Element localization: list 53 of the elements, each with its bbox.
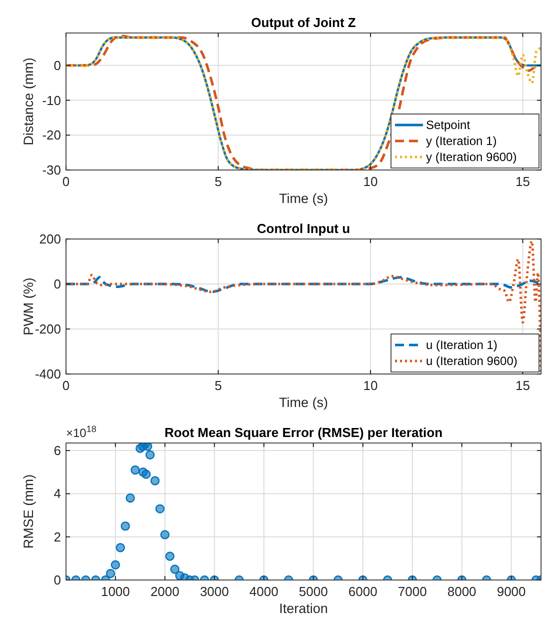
legend-label: u (Iteration 9600) bbox=[426, 354, 518, 368]
x-tick-label: 2000 bbox=[150, 584, 180, 599]
point bbox=[145, 450, 155, 460]
x-tick-label: 5 bbox=[214, 378, 222, 393]
x-tick-label: 10 bbox=[363, 174, 378, 189]
x-axis-title: Time (s) bbox=[279, 191, 328, 206]
y-axis-title: Distance (mm) bbox=[21, 58, 36, 146]
point bbox=[150, 476, 160, 486]
x-tick-label: 5000 bbox=[298, 584, 328, 599]
point bbox=[143, 443, 152, 451]
x-tick-label: 15 bbox=[515, 174, 530, 189]
x-tick-label: 8000 bbox=[447, 584, 476, 599]
y-tick-label: -20 bbox=[42, 128, 61, 143]
x-tick-label: 6000 bbox=[348, 584, 378, 599]
point bbox=[126, 493, 135, 503]
x-axis-title: Time (s) bbox=[279, 395, 328, 410]
x-tick-label: 4000 bbox=[249, 584, 278, 599]
x-tick-label: 7000 bbox=[398, 584, 427, 599]
x-tick-label: 3000 bbox=[200, 584, 229, 599]
point bbox=[160, 530, 170, 540]
text: ×10$^{18}$ bbox=[66, 424, 96, 440]
y-tick-label: 4 bbox=[54, 486, 61, 502]
legend-label: y (Iteration 9600) bbox=[426, 150, 517, 164]
x-tick-label: 1000 bbox=[100, 584, 130, 599]
legend-label: y (Iteration 1) bbox=[426, 134, 497, 148]
y-tick-label: 0 bbox=[54, 276, 61, 292]
x-tick-label: 10 bbox=[363, 378, 378, 393]
chart-title: Root Mean Square Error (RMSE) per Iteration bbox=[164, 425, 443, 440]
y-tick-label: 2 bbox=[54, 529, 61, 544]
legend-label: Setpoint bbox=[426, 118, 471, 132]
line-series bbox=[66, 240, 541, 374]
y-tick-label: 200 bbox=[39, 232, 61, 246]
y-tick-label: 0 bbox=[54, 572, 61, 588]
y-axis-title: RMSE (mm) bbox=[21, 474, 36, 549]
point bbox=[130, 465, 140, 475]
x-tick-label: 9000 bbox=[496, 584, 526, 599]
x-tick-label: 15 bbox=[515, 378, 530, 393]
point bbox=[155, 504, 165, 514]
y-tick-label: -10 bbox=[42, 92, 61, 108]
x-tick-label: 5 bbox=[214, 174, 222, 189]
point bbox=[120, 521, 130, 531]
y-tick-label: -30 bbox=[42, 162, 61, 178]
line-series bbox=[66, 276, 541, 294]
y-tick-label: 0 bbox=[54, 58, 61, 73]
y-tick-label: -200 bbox=[34, 322, 61, 336]
y-axis-title: PWM (%) bbox=[21, 278, 36, 336]
chart-title: Output of Joint Z bbox=[251, 15, 356, 30]
chart-title: Control Input u bbox=[256, 221, 350, 236]
point bbox=[142, 470, 151, 479]
y-tick-label: 6 bbox=[54, 443, 61, 458]
x-axis-title: Iteration bbox=[279, 601, 328, 616]
y-tick-label: -400 bbox=[34, 366, 61, 382]
legend-label: u (Iteration 1) bbox=[426, 338, 498, 352]
